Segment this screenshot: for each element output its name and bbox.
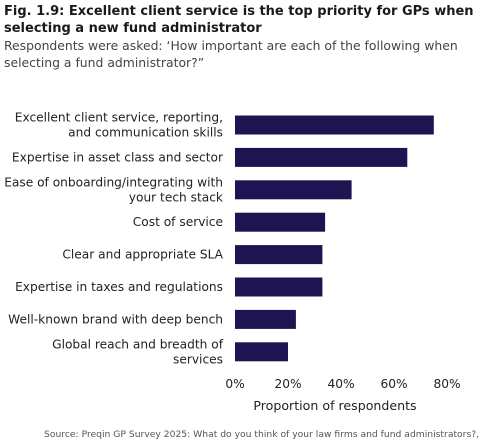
category-label-7: Well-known brand with deep bench: [8, 312, 223, 326]
bar-1: [235, 115, 434, 135]
bar-2: [235, 147, 408, 167]
category-label-5: Clear and appropriate SLA: [62, 248, 223, 262]
x-tick-label-40: 40%: [327, 377, 354, 391]
x-tick-label-60: 60%: [380, 377, 407, 391]
x-axis-ticks: 0% 20% 40% 60% 80%: [225, 377, 460, 391]
category-label-8-line-2: services: [173, 352, 223, 366]
bar-5: [235, 245, 323, 265]
x-tick-label-20: 20%: [274, 377, 301, 391]
category-label-8-line-1: Global reach and breadth of: [52, 337, 224, 351]
category-label-6: Expertise in taxes and regulations: [15, 280, 223, 294]
figure-title: Fig. 1.9: Excellent client service is th…: [4, 4, 474, 36]
bar-7: [235, 309, 296, 329]
figure-source: Source: Preqin GP Survey 2025: What do y…: [44, 429, 480, 440]
bar-3: [235, 180, 352, 200]
category-labels: Excellent client service, reporting,and …: [4, 111, 224, 367]
figure-subtitle: Respondents were asked: ‘How important a…: [4, 38, 458, 70]
bars: [235, 115, 434, 362]
bar-4: [235, 212, 326, 232]
category-label-3-line-2: your tech stack: [129, 190, 224, 204]
x-tick-label-80: 80%: [433, 377, 460, 391]
x-axis-title: Proportion of respondents: [253, 398, 416, 413]
x-tick-label-0: 0%: [225, 377, 244, 391]
bar-8: [235, 342, 288, 362]
category-label-1-line-2: and communication skills: [68, 126, 223, 140]
category-label-1-line-1: Excellent client service, reporting,: [15, 111, 223, 125]
category-label-4: Cost of service: [133, 215, 223, 229]
bar-6: [235, 277, 323, 297]
category-label-2: Expertise in asset class and sector: [12, 150, 224, 164]
category-label-3-line-1: Ease of onboarding/integrating with: [4, 175, 223, 189]
